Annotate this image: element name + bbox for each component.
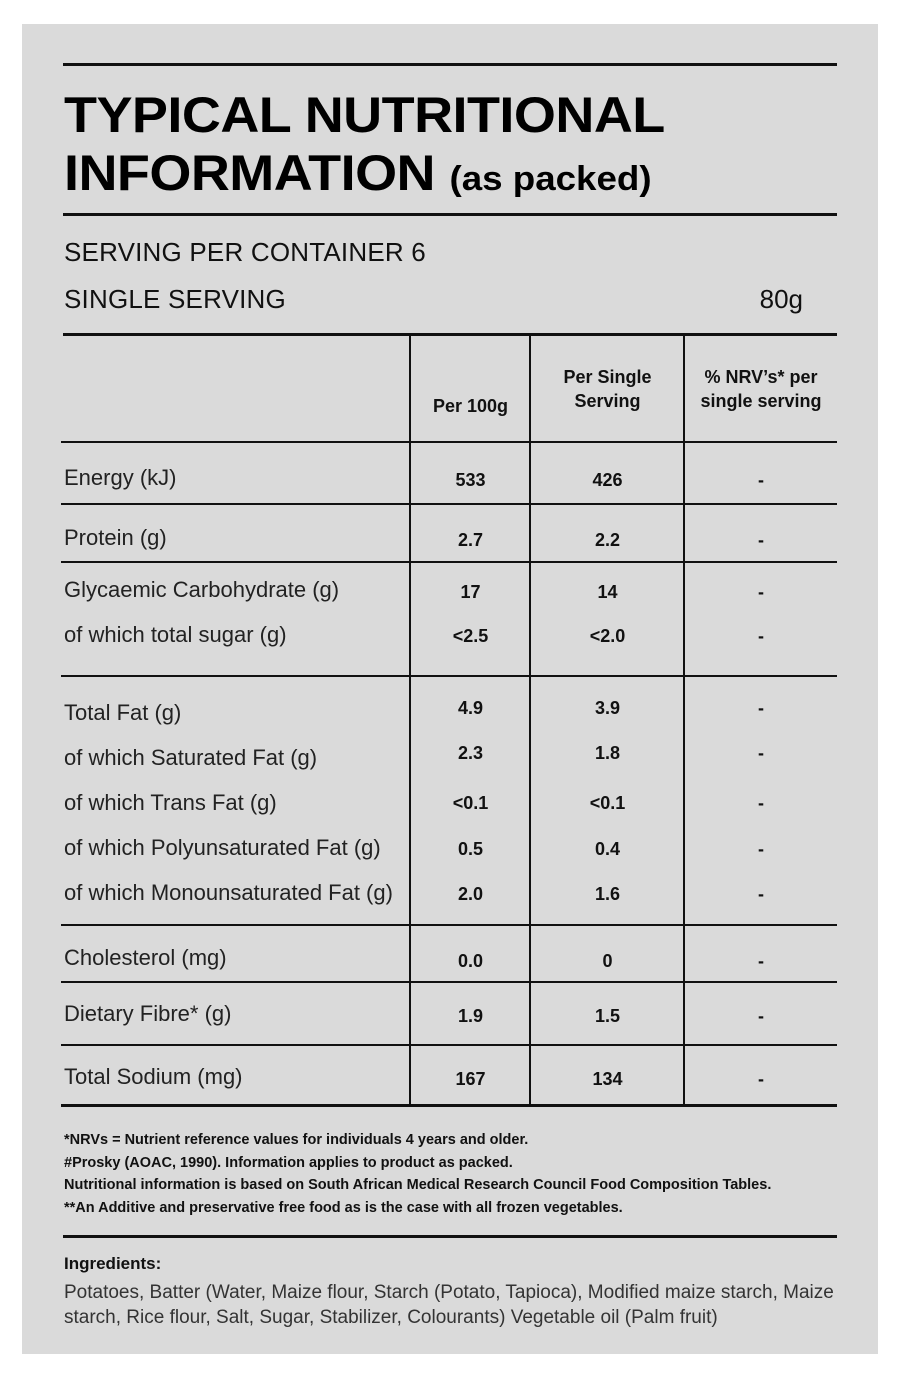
column-divider-3 <box>683 335 685 1105</box>
row-divider <box>61 1044 837 1046</box>
nutrition-label-panel <box>22 24 878 1354</box>
row-divider <box>61 981 837 983</box>
header-nrv: % NRV’s* per single serving <box>685 365 837 413</box>
row-per-serving: <0.1 <box>589 793 626 813</box>
row-divider <box>61 561 837 563</box>
row-nrv: - <box>758 951 764 971</box>
row-nrv: - <box>758 1069 764 1089</box>
single-serving-label: SINGLE SERVING <box>64 284 286 314</box>
footnote: *NRVs = Nutrient reference values for in… <box>64 1132 529 1148</box>
footnotes: *NRVs = Nutrient reference values for in… <box>64 1129 771 1219</box>
row-divider <box>61 441 837 443</box>
row-per-100g: 0.5 <box>457 839 484 859</box>
top-rule <box>63 63 837 66</box>
title-bottom-rule <box>63 213 837 216</box>
row-per-serving: 2.2 <box>594 530 621 550</box>
servings-per-container: SERVING PER CONTAINER 6 <box>64 237 426 267</box>
row-per-serving: 3.9 <box>594 698 621 718</box>
column-divider-1 <box>409 335 411 1105</box>
single-serving-value: 80g <box>759 284 803 314</box>
page-title: TYPICAL NUTRITIONAL INFORMATION (as pack… <box>64 86 665 208</box>
row-label: Protein (g) <box>64 525 167 550</box>
row-per-serving: 14 <box>597 582 618 602</box>
row-per-100g: 2.0 <box>457 884 484 904</box>
row-divider <box>61 924 837 926</box>
row-nrv: - <box>758 1006 764 1026</box>
row-per-100g: 4.9 <box>457 698 484 718</box>
row-nrv: - <box>758 530 764 550</box>
row-nrv: - <box>758 793 764 813</box>
header-nrv-line2: single serving <box>700 391 822 411</box>
row-per-100g: 17 <box>460 582 481 602</box>
row-per-100g: 2.3 <box>457 743 484 763</box>
row-divider <box>61 503 837 505</box>
row-label: of which total sugar (g) <box>64 622 287 647</box>
ingredients-heading: Ingredients: <box>64 1254 162 1273</box>
table-bottom-rule <box>61 1104 837 1107</box>
row-label: of which Monounsaturated Fat (g) <box>64 880 393 905</box>
row-nrv: - <box>758 884 764 904</box>
row-per-serving: 0.4 <box>594 839 621 859</box>
row-per-serving: 1.5 <box>594 1006 621 1026</box>
row-label: Dietary Fibre* (g) <box>64 1001 232 1026</box>
title-line-2: INFORMATION (as packed) <box>64 144 665 208</box>
footnote: #Prosky (AOAC, 1990). Information applie… <box>64 1154 513 1171</box>
column-divider-2 <box>529 335 531 1105</box>
row-label: Total Fat (g) <box>64 700 182 725</box>
footnote: Nutritional information is based on Sout… <box>64 1177 772 1193</box>
ingredients-top-rule <box>63 1235 837 1238</box>
row-per-100g: 0.0 <box>457 951 484 971</box>
row-per-serving: 1.6 <box>594 884 621 904</box>
title-line-2-text: INFORMATION <box>64 145 436 201</box>
row-label: Energy (kJ) <box>64 465 177 490</box>
row-per-100g: 1.9 <box>457 1006 484 1026</box>
row-per-serving: <2.0 <box>589 626 626 646</box>
row-per-100g: 533 <box>455 470 486 490</box>
header-nrv-line1: % NRV’s* per <box>704 367 818 387</box>
footnote: **An Additive and preservative free food… <box>64 1199 623 1216</box>
row-per-serving: 0 <box>602 951 613 971</box>
ingredients-text: Potatoes, Batter (Water, Maize flour, St… <box>64 1282 834 1328</box>
row-nrv: - <box>758 743 764 763</box>
row-per-100g: 2.7 <box>457 530 484 550</box>
row-per-100g: <0.1 <box>452 793 489 813</box>
row-nrv: - <box>758 698 764 718</box>
row-label: Cholesterol (mg) <box>64 945 227 970</box>
header-per-single-serving: Per Single Serving <box>531 365 684 413</box>
title-subtitle: (as packed) <box>449 160 652 198</box>
row-per-serving: 134 <box>592 1069 623 1089</box>
row-nrv: - <box>758 839 764 859</box>
row-per-100g: 167 <box>455 1069 486 1089</box>
row-per-serving: 426 <box>592 470 623 490</box>
row-label: of which Saturated Fat (g) <box>64 745 318 770</box>
row-nrv: - <box>758 470 764 490</box>
header-per-single-serving-line1: Per Single <box>563 367 652 387</box>
header-per-single-serving-line2: Serving <box>574 391 641 411</box>
row-per-serving: 1.8 <box>594 743 621 763</box>
header-per-100g: Per 100g <box>432 396 509 416</box>
row-label: of which Trans Fat (g) <box>64 790 277 815</box>
row-label: Glycaemic Carbohydrate (g) <box>64 577 340 602</box>
title-line-1: TYPICAL NUTRITIONAL <box>64 87 665 143</box>
row-nrv: - <box>758 582 764 602</box>
row-divider <box>61 675 837 677</box>
table-top-rule <box>63 333 837 336</box>
row-label: of which Polyunsaturated Fat (g) <box>64 835 381 860</box>
row-per-100g: <2.5 <box>452 626 489 646</box>
row-label: Total Sodium (mg) <box>64 1064 243 1089</box>
row-nrv: - <box>758 626 764 646</box>
